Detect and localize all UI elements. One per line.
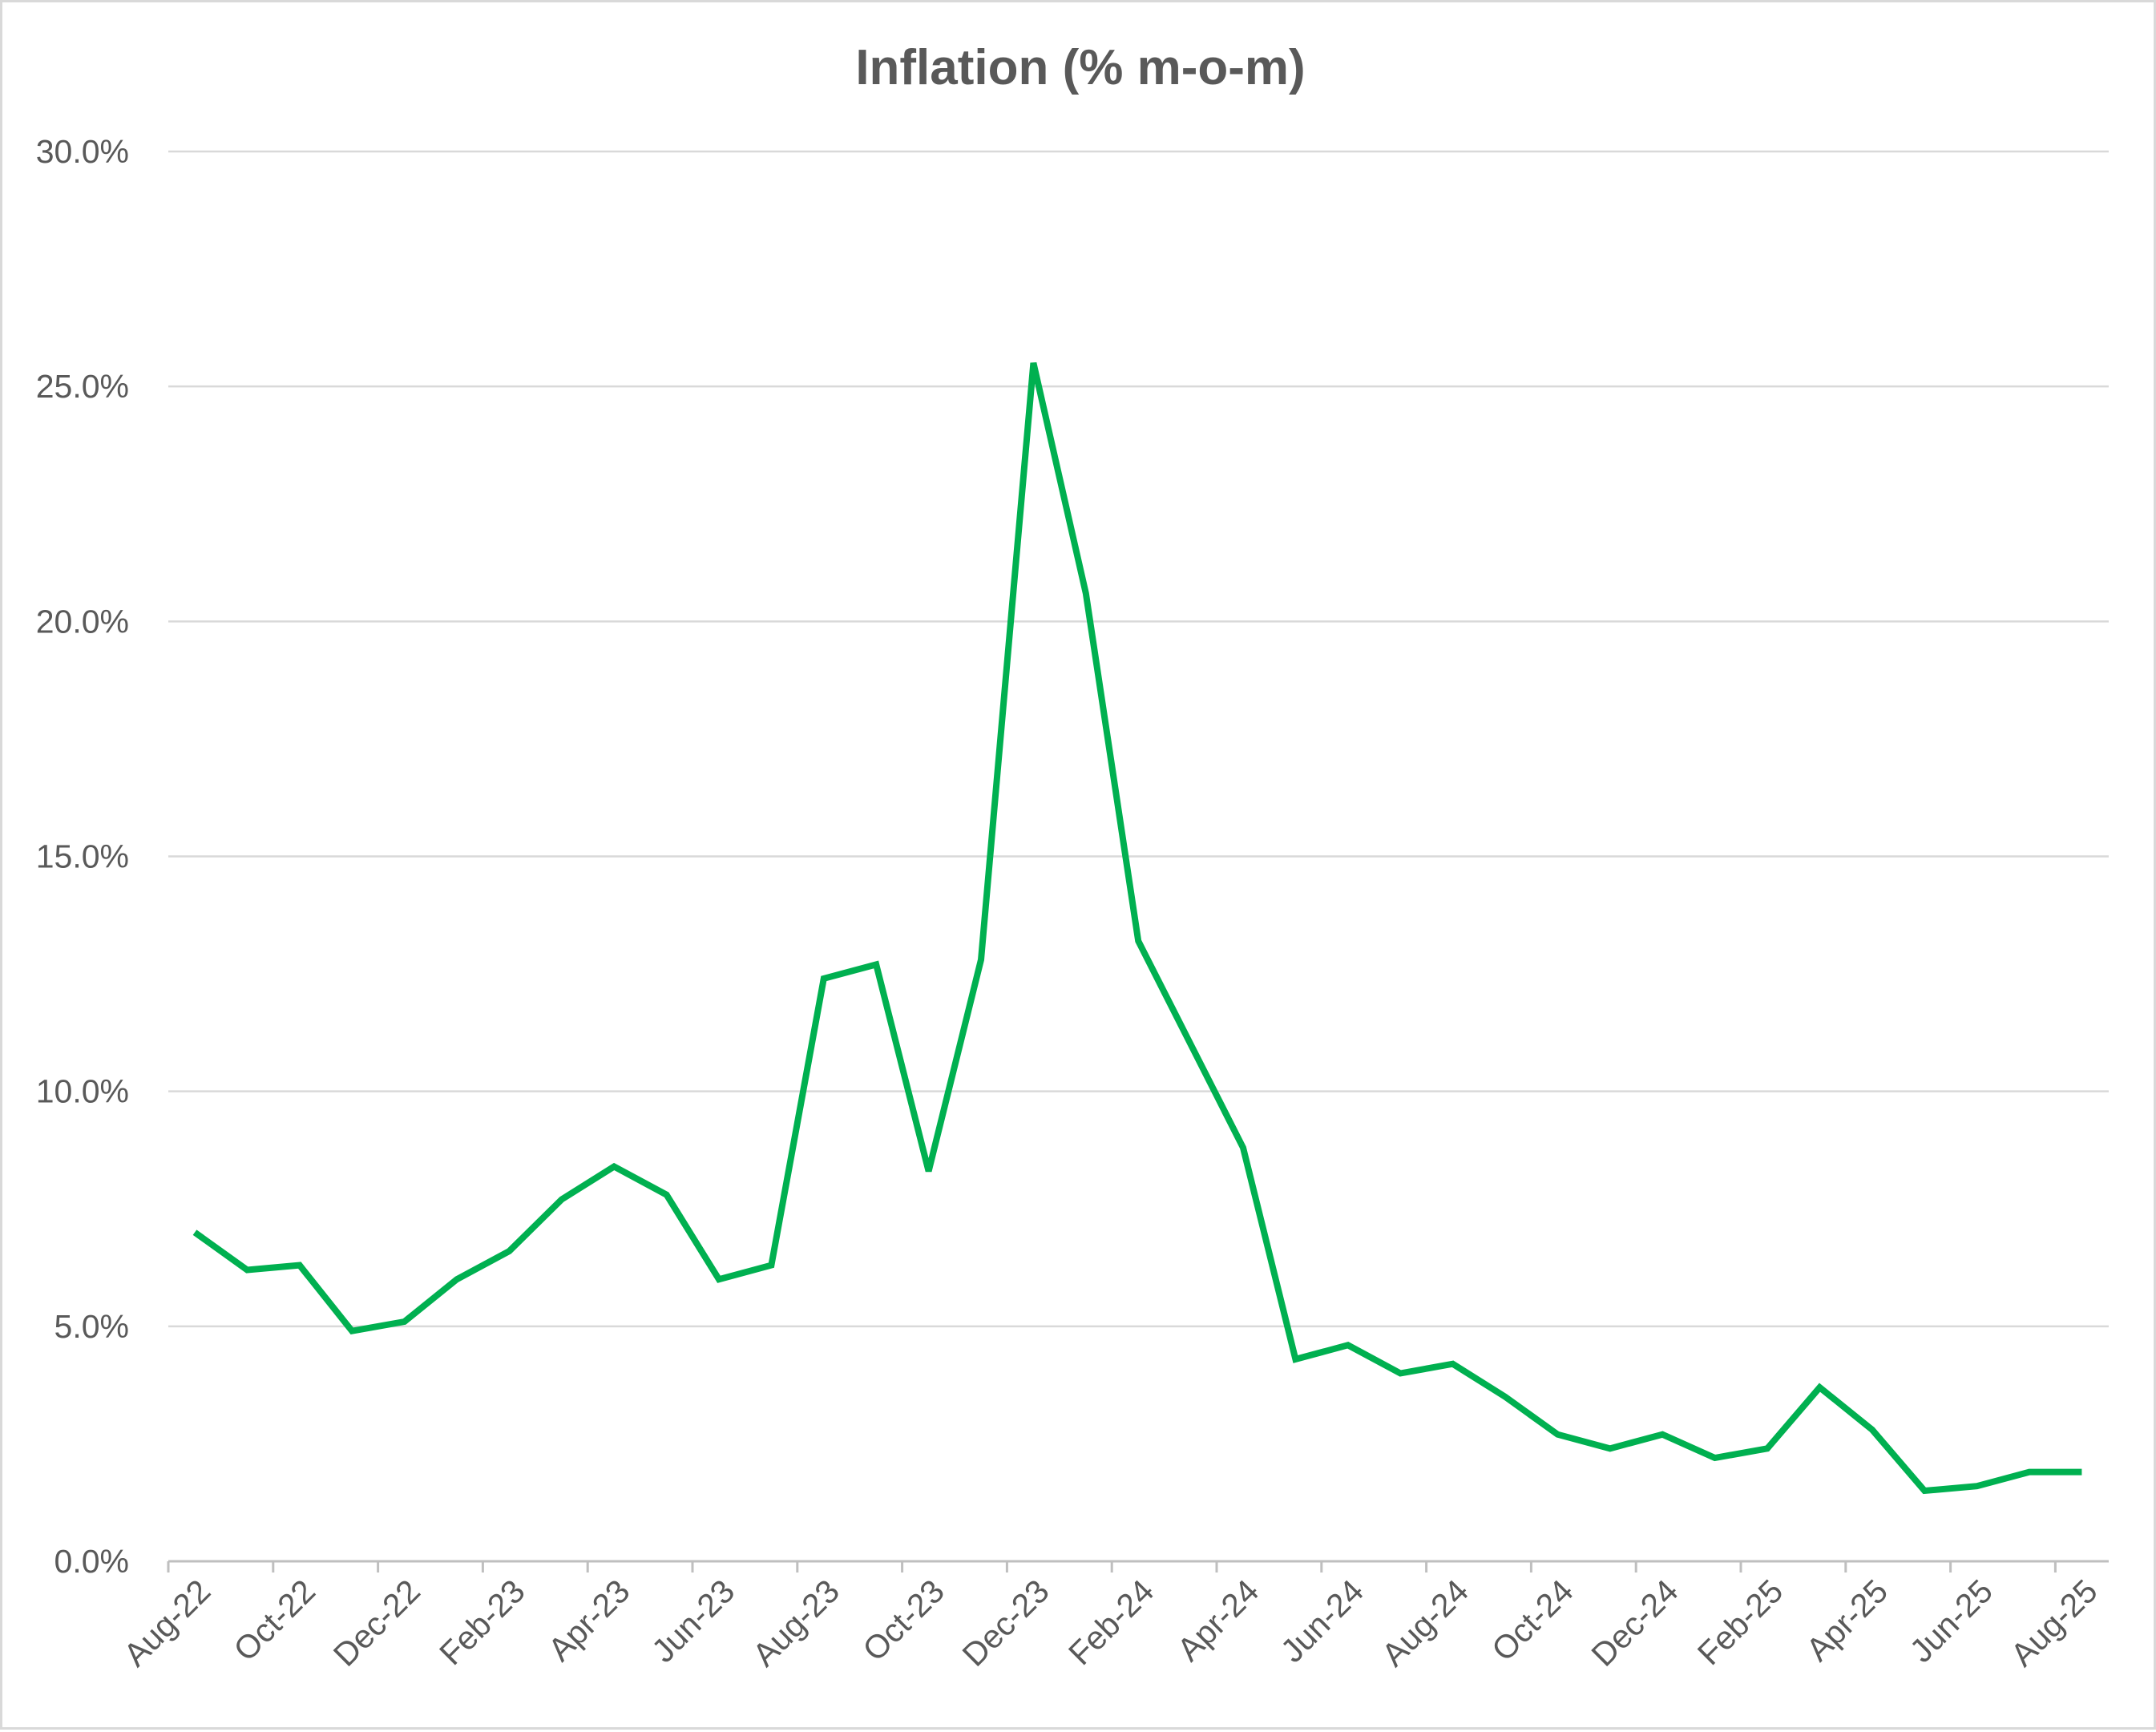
y-tick-label: 15.0% (36, 838, 129, 875)
y-tick-label: 5.0% (55, 1308, 129, 1345)
x-tick-label: Dec-22 (326, 1573, 427, 1673)
x-tick-label: Jun-25 (1903, 1573, 2000, 1669)
x-tick-label: Jun-23 (644, 1573, 741, 1669)
x-tick-label: Aug-23 (745, 1573, 846, 1673)
x-tick-label: Apr-25 (1799, 1573, 1896, 1669)
series-layer (192, 362, 2082, 1495)
x-tick-label: Aug-25 (2004, 1573, 2105, 1673)
series-line-0 (192, 362, 2082, 1495)
x-tick-label: Jun-24 (1274, 1573, 1371, 1669)
x-axis (167, 1560, 2109, 1573)
x-tick-label: Feb-23 (432, 1573, 531, 1672)
x-tick-label: Feb-24 (1061, 1573, 1161, 1672)
y-tick-label: 20.0% (36, 603, 129, 640)
y-tick-label: 10.0% (36, 1073, 129, 1110)
x-axis-tick-labels: Aug-22 Oct-22 Dec-22 Feb-23 Apr-23 Jun-23 Aug-… (116, 1573, 2104, 1673)
x-tick-label: Oct-23 (855, 1573, 951, 1669)
x-tick-label: Dec-24 (1585, 1573, 1686, 1673)
y-axis-tick-labels: 0.0% 5.0% 10.0% 15.0% 20.0% 25.0% 30.0% (36, 133, 129, 1580)
x-tick-label: Aug-22 (116, 1573, 217, 1673)
x-tick-label: Aug-24 (1375, 1573, 1476, 1673)
x-tick-label: Apr-23 (541, 1573, 637, 1669)
y-tick-label: 30.0% (36, 133, 129, 170)
x-tick-label: Oct-24 (1484, 1573, 1581, 1669)
chart-title: Inflation (% m-o-m) (855, 40, 1305, 95)
x-tick-label: Apr-24 (1170, 1573, 1266, 1669)
y-tick-label: 0.0% (55, 1543, 129, 1580)
x-tick-label: Oct-22 (227, 1573, 323, 1669)
x-tick-label: Feb-25 (1690, 1573, 1790, 1672)
x-tick-label: Dec-23 (955, 1573, 1056, 1673)
y-tick-label: 25.0% (36, 368, 129, 405)
gridlines (168, 150, 2109, 1328)
